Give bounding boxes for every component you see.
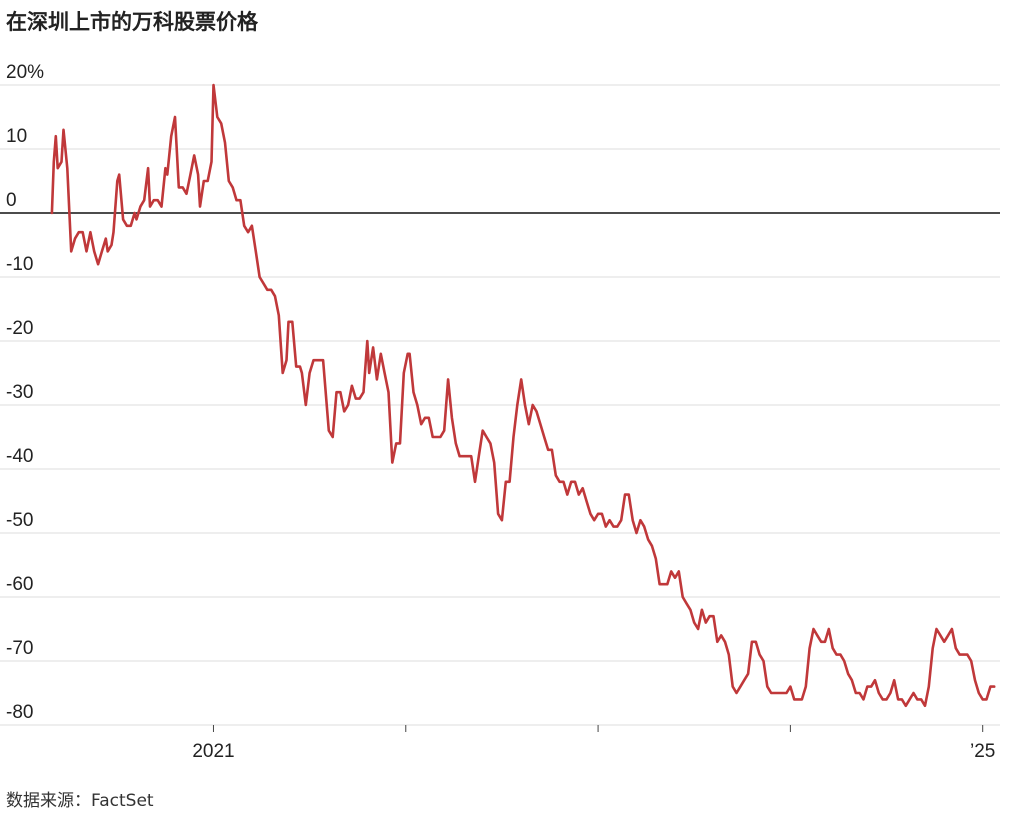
y-tick-label: -10 bbox=[6, 254, 33, 275]
y-tick-label: 0 bbox=[6, 190, 17, 211]
price-series-line bbox=[50, 83, 996, 708]
y-tick-label: -60 bbox=[6, 574, 33, 595]
chart-title: 在深圳上市的万科股票价格 bbox=[6, 10, 258, 34]
x-tick-label: 2021 bbox=[192, 741, 234, 762]
y-tick-label: -80 bbox=[6, 702, 33, 723]
y-tick-label: -40 bbox=[6, 446, 33, 467]
x-tick-label: ’25 bbox=[970, 741, 995, 762]
y-tick-label: -20 bbox=[6, 318, 33, 339]
source-note: 数据来源：FactSet bbox=[6, 791, 154, 811]
y-tick-label: -50 bbox=[6, 510, 33, 531]
y-tick-label: -70 bbox=[6, 638, 33, 659]
y-tick-label: 20% bbox=[6, 62, 44, 83]
y-tick-label: 10 bbox=[6, 126, 27, 147]
y-tick-label: -30 bbox=[6, 382, 33, 403]
